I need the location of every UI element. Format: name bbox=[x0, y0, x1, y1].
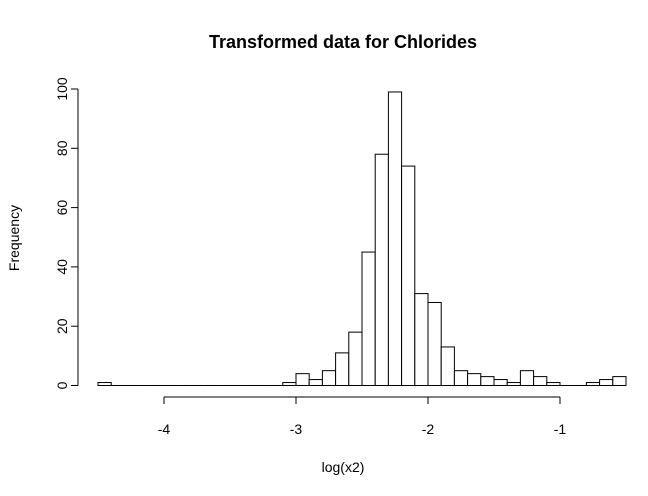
y-tick-label: 20 bbox=[54, 318, 70, 334]
histogram-bar bbox=[599, 379, 614, 387]
histogram-bar bbox=[440, 346, 455, 387]
y-tick-label: 60 bbox=[54, 200, 70, 216]
x-axis: -4 -3 -2 -1 bbox=[158, 396, 567, 437]
x-tick-label: -1 bbox=[554, 421, 567, 437]
y-axis-label: Frequency bbox=[6, 205, 22, 271]
histogram-bar bbox=[335, 352, 350, 386]
histogram-bar bbox=[533, 376, 548, 386]
histogram-bar bbox=[321, 370, 337, 386]
histogram-bar bbox=[348, 331, 363, 387]
x-tick-label: -4 bbox=[158, 421, 171, 437]
histogram-bar bbox=[361, 251, 376, 386]
histogram-bar bbox=[387, 91, 403, 386]
y-axis: 0 20 40 60 80 100 bbox=[54, 77, 79, 389]
histogram-bar bbox=[493, 379, 508, 387]
histogram-bar bbox=[506, 382, 521, 387]
histogram-bar bbox=[427, 301, 442, 387]
histogram-bar bbox=[282, 382, 297, 387]
x-tick-label: -2 bbox=[422, 421, 435, 437]
histogram-bar bbox=[546, 382, 561, 387]
y-tick-label: 0 bbox=[54, 381, 70, 389]
histogram-bar bbox=[585, 382, 601, 387]
histogram-bar bbox=[308, 379, 323, 387]
y-tick-label: 100 bbox=[54, 77, 70, 101]
x-tick-label: -3 bbox=[290, 421, 303, 437]
y-tick-label: 40 bbox=[54, 259, 70, 275]
histogram-bar bbox=[467, 373, 482, 387]
histogram-bar bbox=[97, 382, 112, 387]
histogram-bar bbox=[414, 293, 429, 386]
y-tick-label: 80 bbox=[54, 140, 70, 156]
histogram-bar bbox=[295, 373, 310, 387]
histogram-bar bbox=[374, 153, 389, 386]
histogram-bar bbox=[612, 376, 627, 386]
histogram-bar bbox=[401, 165, 416, 386]
histogram-bar bbox=[480, 376, 495, 386]
histogram-bar bbox=[453, 370, 469, 386]
histogram-bar bbox=[519, 370, 535, 386]
x-axis-label: log(x2) bbox=[322, 459, 365, 475]
histogram-bars bbox=[97, 91, 627, 387]
chart-title: Transformed data for Chlorides bbox=[209, 32, 477, 52]
